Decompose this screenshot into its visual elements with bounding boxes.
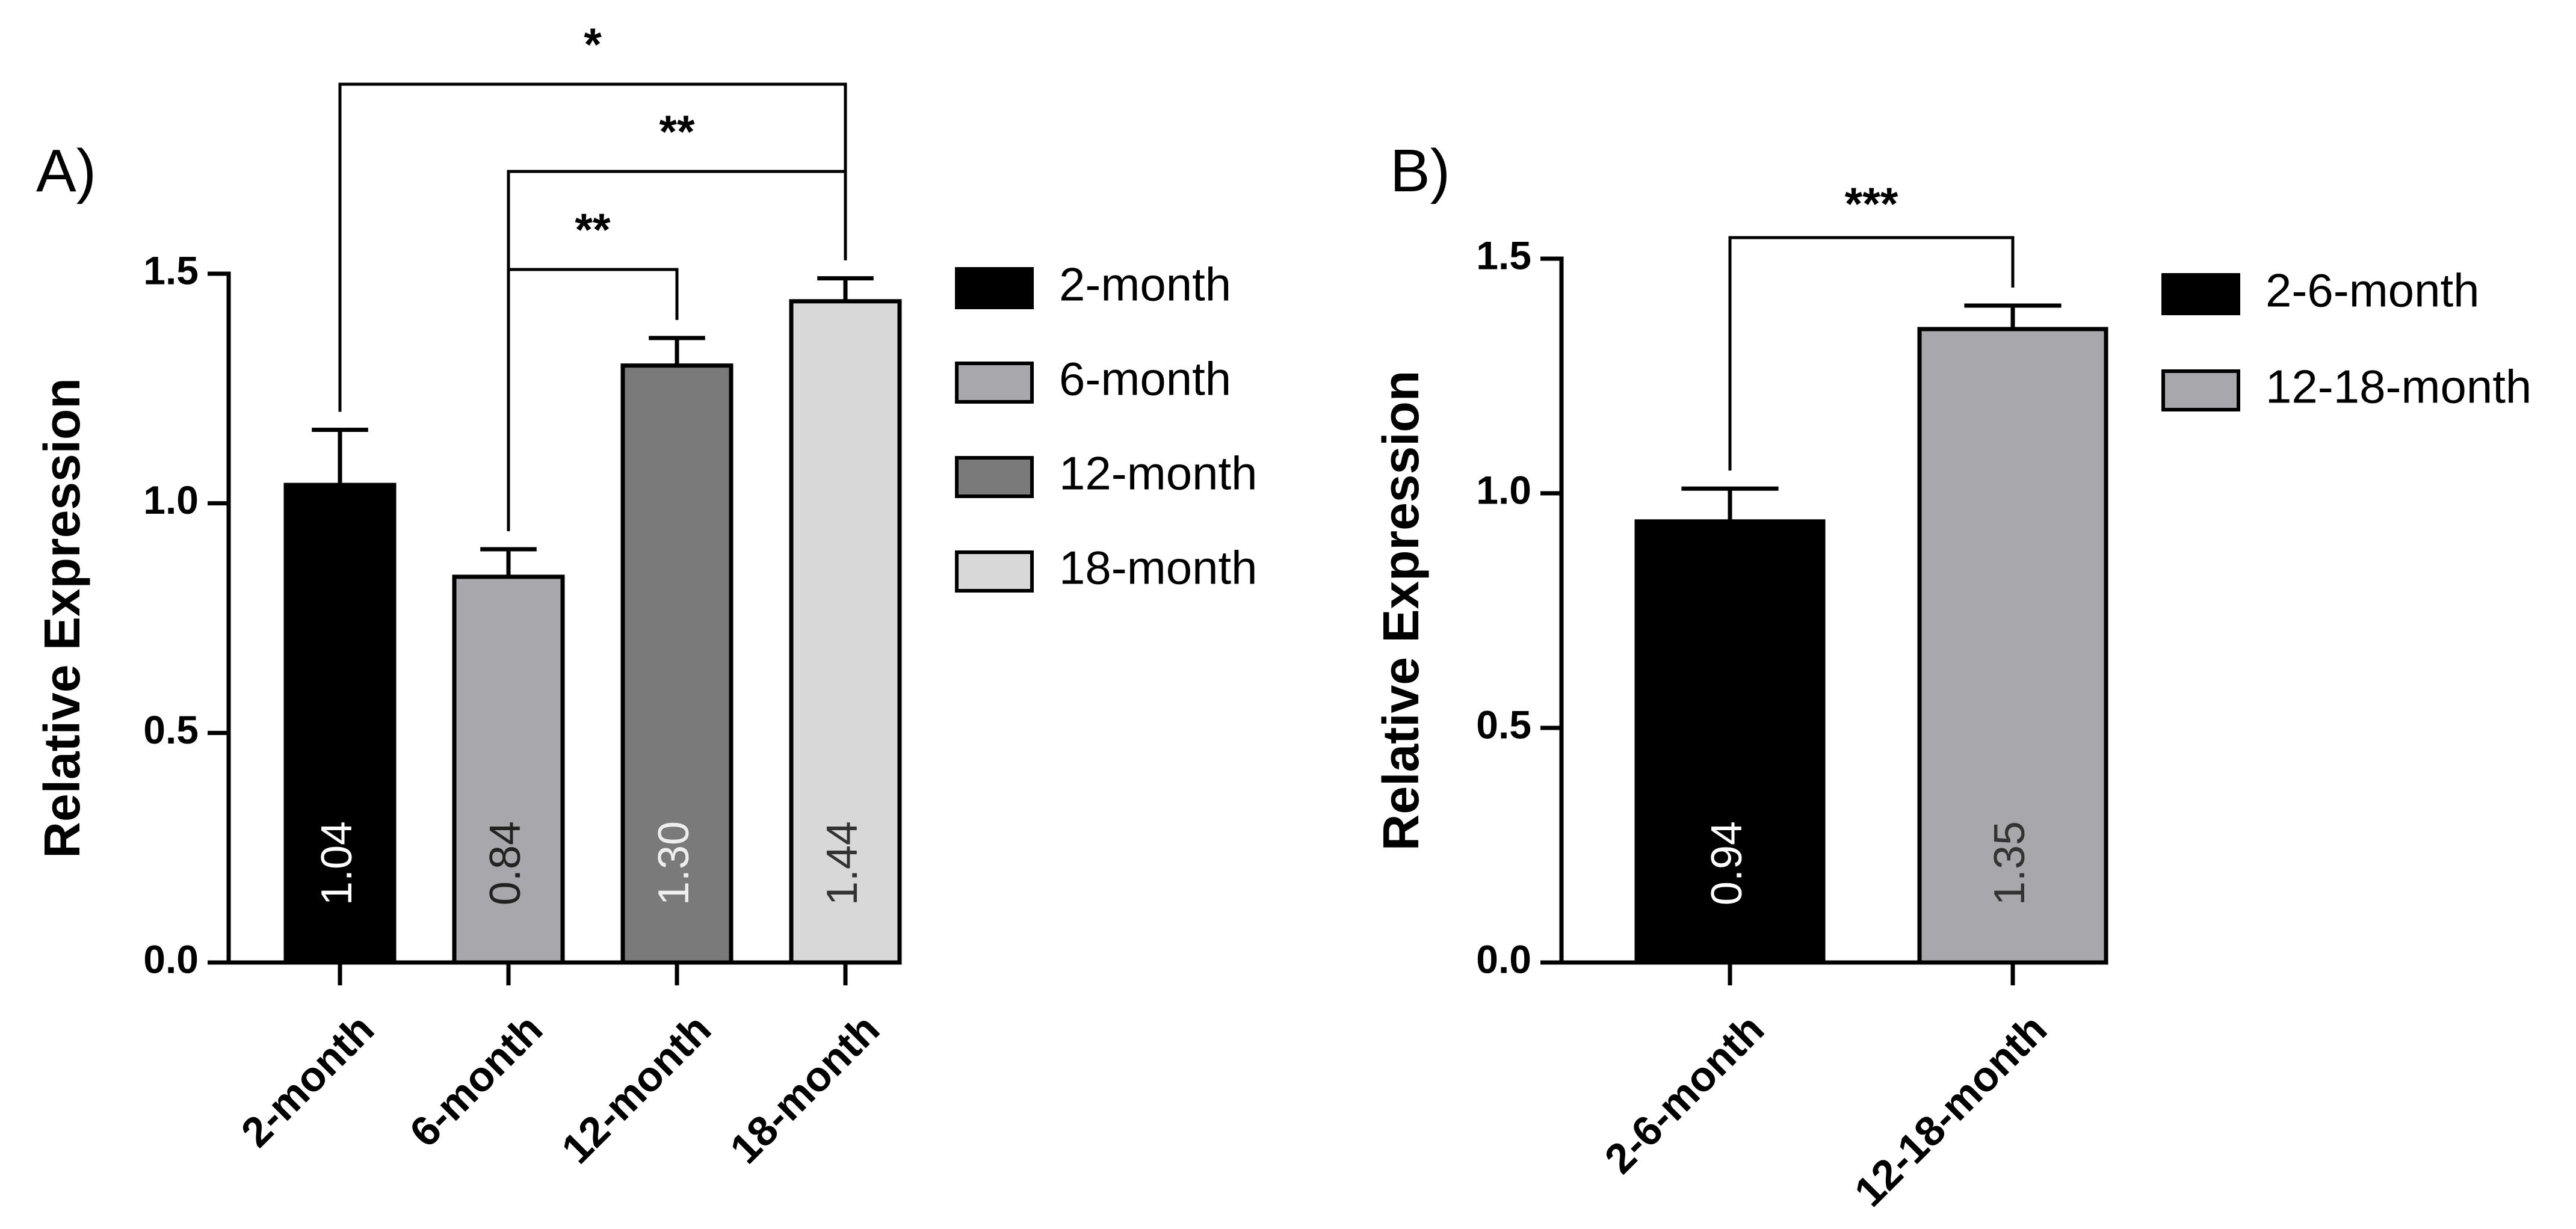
legend-swatch — [955, 456, 1034, 498]
chart-panel-b: B) Relative Expression 0.0 0.5 1.0 1.5 0.94 2-6… — [1373, 137, 2531, 1216]
significance-label: *** — [1845, 179, 1898, 230]
x-tick-label: 18-month — [721, 1005, 888, 1172]
legend-label: 6-month — [1059, 353, 1231, 405]
significance-bracket — [1728, 236, 2015, 471]
y-tick-label: 0.5 — [143, 707, 199, 752]
x-tick-label: 6-month — [401, 1005, 551, 1156]
x-tick-label: 2-month — [232, 1005, 383, 1156]
legend-label: 12-month — [1059, 447, 1258, 500]
legend-swatch — [955, 362, 1034, 404]
chart-panel-a: A) Relative Expression 0.0 0.5 1.0 1.5 1.04 2-m… — [34, 19, 1257, 1172]
legend-swatch — [2161, 369, 2240, 411]
significance-label: ** — [659, 106, 695, 158]
panel-label: B) — [1390, 137, 1450, 205]
bar-6-month — [452, 574, 565, 965]
y-tick-label: 1.5 — [1476, 233, 1531, 277]
data-label: 1.35 — [1986, 821, 2034, 905]
significance-bracket — [507, 268, 679, 531]
data-label: 1.04 — [313, 821, 361, 905]
x-tick-label: 12-18-month — [1846, 1005, 2056, 1215]
y-axis-label: Relative Expression — [34, 378, 90, 858]
data-label: 0.84 — [481, 821, 530, 905]
y-tick-label: 1.0 — [143, 478, 199, 522]
bar-18-month — [789, 299, 902, 965]
y-tick-label: 0.0 — [143, 937, 199, 981]
x-tick-label: 2-6-month — [1596, 1005, 1773, 1182]
bar-12-18-month — [1917, 327, 2108, 965]
legend-label: 18-month — [1059, 541, 1258, 594]
legend-label: 12-18-month — [2266, 360, 2531, 413]
legend-swatch — [955, 550, 1034, 593]
panel-label: A) — [36, 137, 96, 205]
significance-label: * — [584, 19, 602, 70]
data-label: 1.44 — [818, 821, 866, 905]
y-tick-label: 1.5 — [143, 248, 199, 292]
x-tick-label: 12-month — [552, 1005, 720, 1172]
y-tick-label: 1.0 — [1476, 467, 1531, 512]
legend-label: 2-month — [1059, 258, 1231, 311]
legend-swatch — [2161, 273, 2240, 315]
legend-swatch — [955, 267, 1034, 309]
y-tick-label: 0.5 — [1476, 702, 1531, 747]
data-label: 1.30 — [650, 821, 698, 905]
y-tick-label: 0.0 — [1476, 937, 1531, 981]
y-axis-label: Relative Expression — [1373, 371, 1429, 851]
bar-2-month — [283, 482, 397, 965]
significance-label: ** — [575, 205, 611, 256]
data-label: 0.94 — [1703, 821, 1751, 905]
bar-12-month — [620, 363, 734, 965]
legend-label: 2-6-month — [2266, 264, 2480, 317]
